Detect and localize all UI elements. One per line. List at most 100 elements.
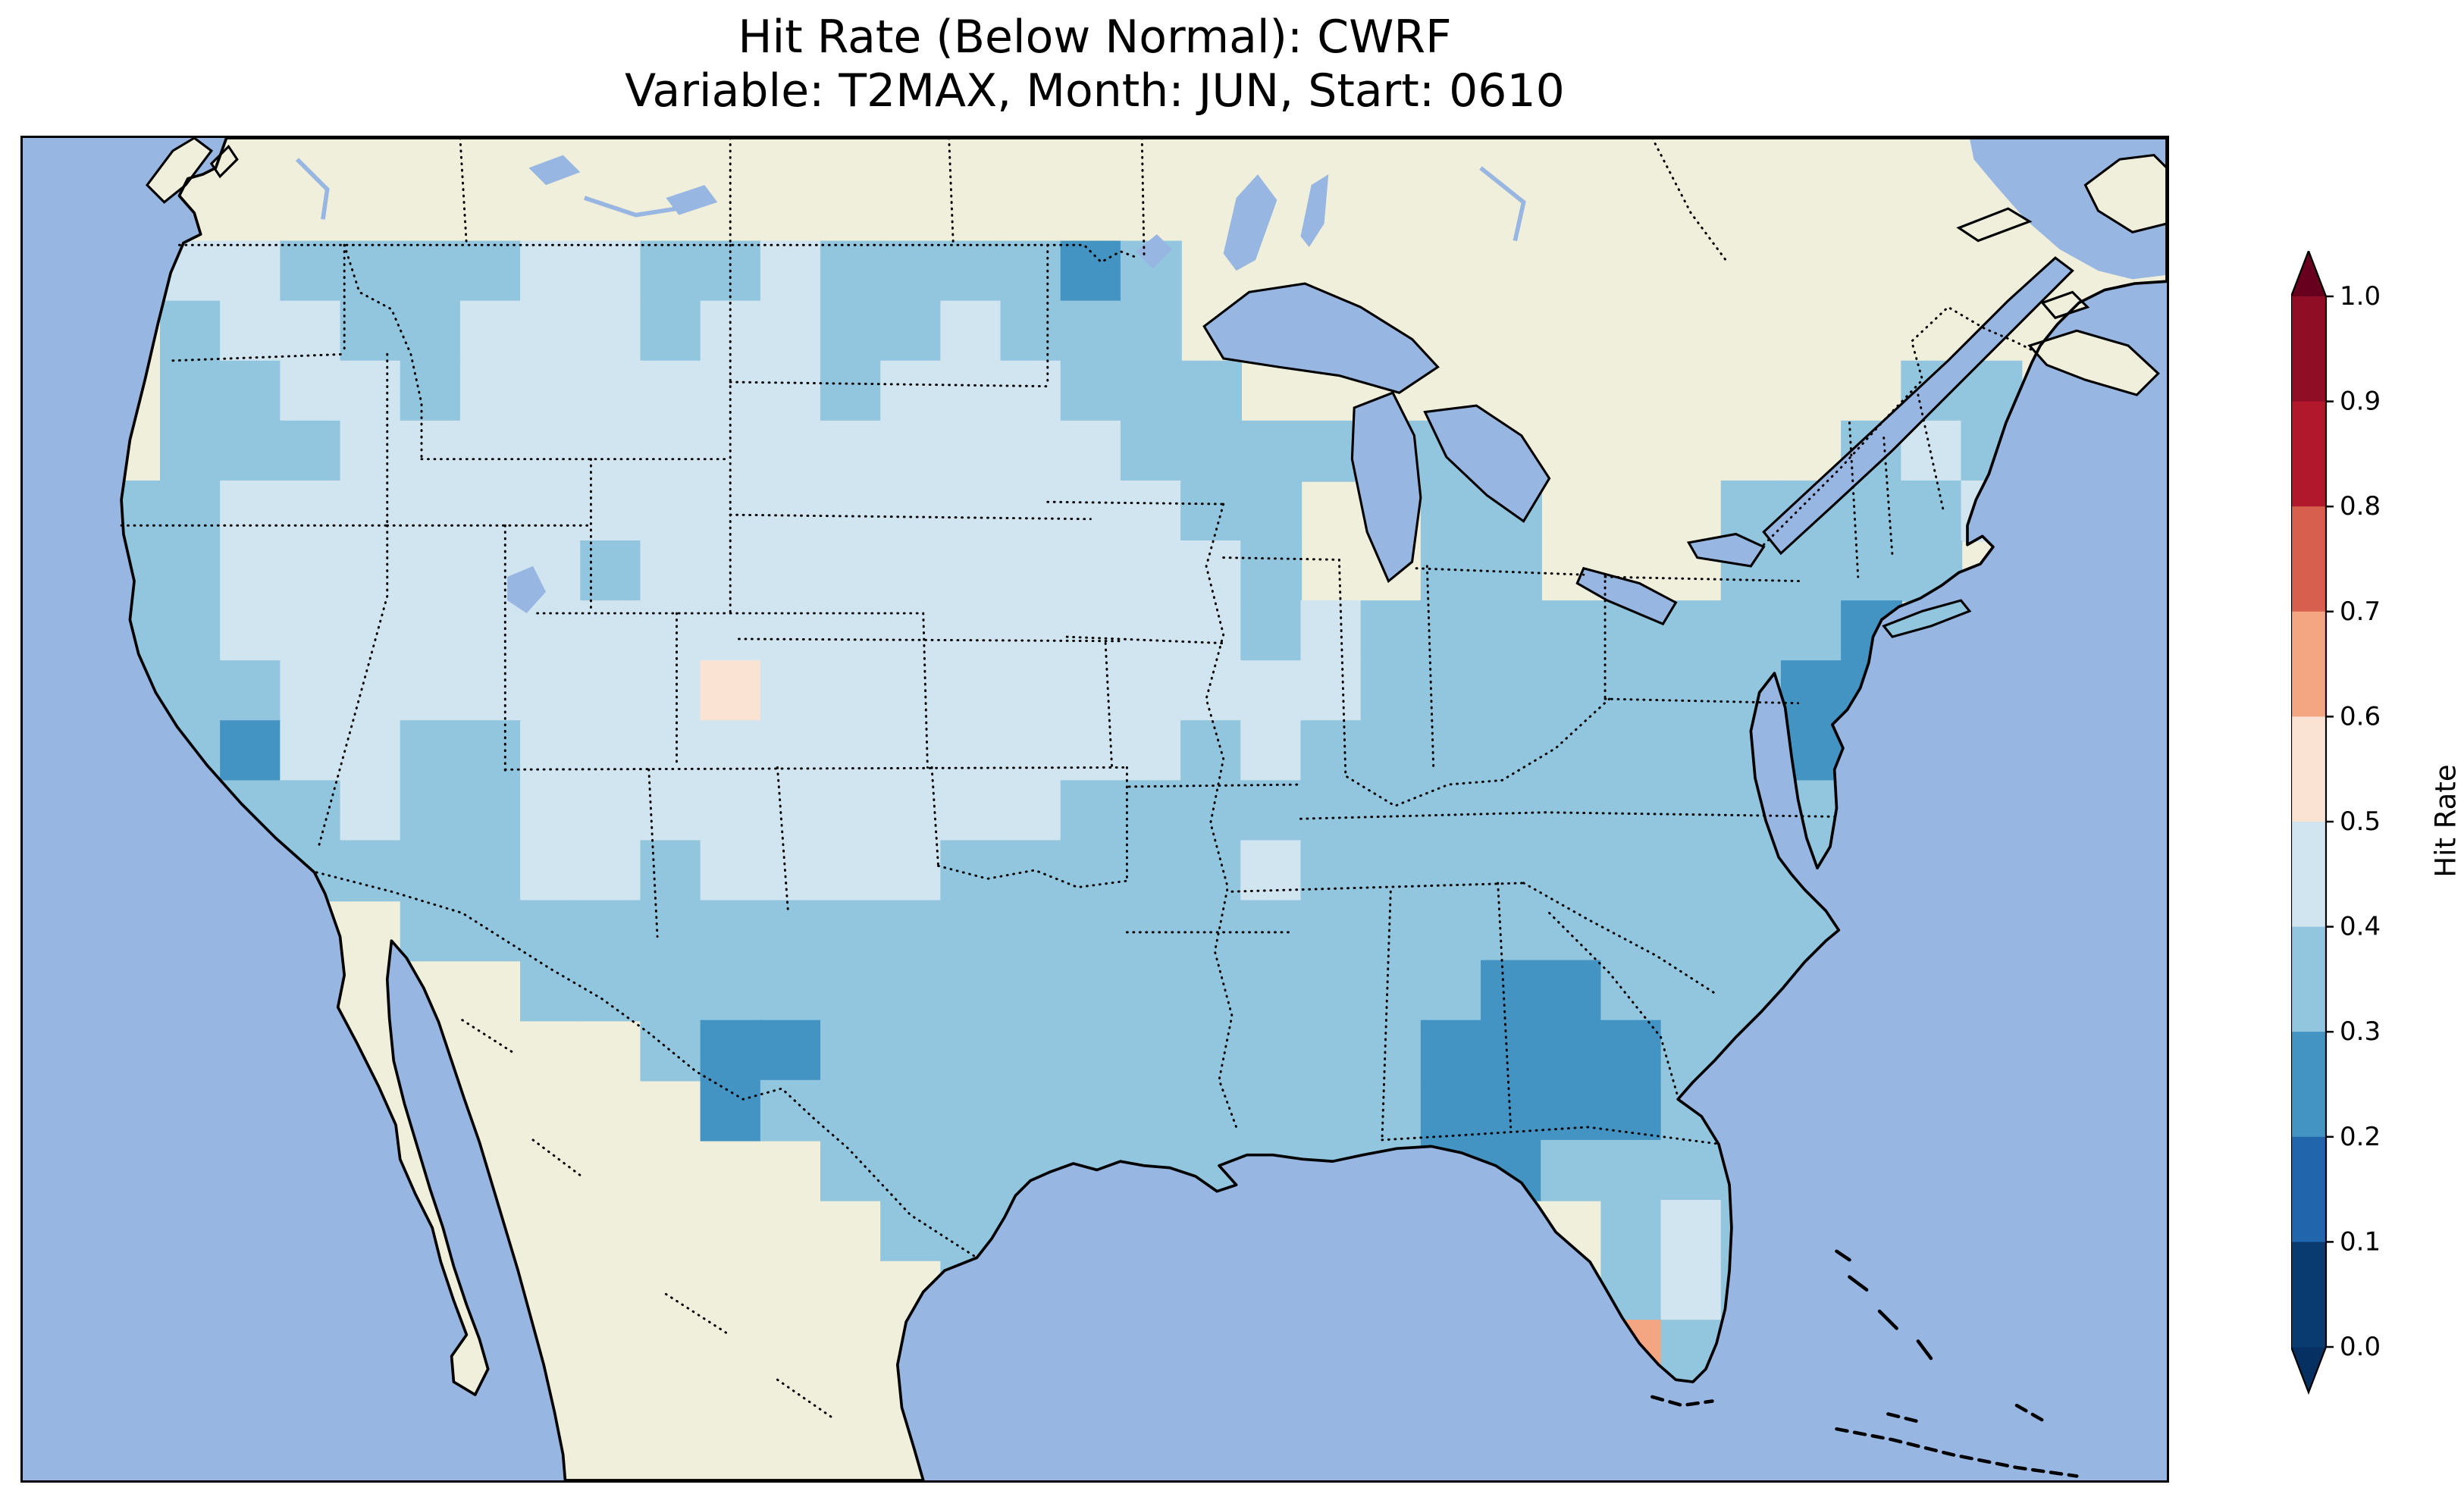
grid-cell (1841, 540, 1902, 602)
grid-cell (460, 301, 522, 362)
grid-cell (1541, 900, 1602, 962)
grid-cell (400, 600, 462, 662)
grid-cell (1061, 780, 1122, 841)
grid-cell (1001, 720, 1062, 781)
grid-cell (1121, 1080, 1182, 1142)
grid-cell (1721, 600, 1782, 662)
grid-cell (1061, 421, 1122, 482)
grid-cell (1481, 900, 1542, 962)
grid-cell (1781, 600, 1842, 662)
grid-cell (760, 600, 822, 662)
grid-cell (280, 540, 341, 602)
grid-cell (160, 540, 221, 602)
grid-cell (940, 421, 1002, 482)
grid-cell (640, 361, 701, 422)
grid-cell (1240, 660, 1302, 722)
grid-cell (1541, 1080, 1602, 1142)
grid-cell (760, 960, 822, 1022)
grid-cell (1240, 600, 1302, 662)
grid-cell (580, 840, 641, 901)
grid-cell (400, 301, 462, 362)
grid-cell (160, 301, 221, 362)
grid-cell (1180, 361, 1242, 422)
grid-cell (1061, 481, 1122, 542)
grid-cell (1721, 900, 1782, 962)
grid-cell (640, 600, 701, 662)
grid-cell (1180, 1080, 1242, 1142)
grid-cell (1661, 1140, 1723, 1201)
grid-cell (1661, 1260, 1723, 1321)
grid-cell (340, 241, 402, 302)
grid-cell (1600, 1200, 1662, 1261)
grid-cell (640, 301, 701, 362)
grid-cell (940, 481, 1002, 542)
grid-cell (1061, 1020, 1122, 1082)
grid-cell (220, 481, 281, 542)
grid-cell (580, 900, 641, 962)
grid-cell (701, 900, 762, 962)
grid-cell (280, 361, 341, 422)
grid-cell (1300, 960, 1362, 1022)
grid-cell (1661, 960, 1723, 1022)
grid-cell (1180, 720, 1242, 781)
grid-cell (1300, 660, 1362, 722)
grid-cell (400, 840, 462, 901)
grid-cell (520, 361, 582, 422)
grid-cell (880, 720, 942, 781)
grid-cell (460, 900, 522, 962)
grid-cell (1600, 900, 1662, 962)
grid-cell (820, 960, 882, 1022)
grid-cell (880, 241, 942, 302)
grid-cell (1061, 301, 1122, 362)
colorbar-tick-label: 0.9 (2340, 387, 2381, 417)
grid-cell (220, 660, 281, 722)
grid-cell (1661, 660, 1723, 722)
grid-cell (880, 421, 942, 482)
grid-cell (280, 780, 341, 841)
grid-cell (701, 840, 762, 901)
grid-cell (400, 421, 462, 482)
grid-cell (1600, 960, 1662, 1022)
grid-cell (220, 241, 281, 302)
grid-cell (1001, 301, 1062, 362)
grid-cell (1240, 840, 1302, 901)
grid-cell (220, 421, 281, 482)
grid-cell (1361, 660, 1422, 722)
grid-cell (940, 1020, 1002, 1082)
grid-cell (1180, 900, 1242, 962)
grid-cell (940, 1080, 1002, 1142)
grid-cell (940, 600, 1002, 662)
colorbar-bin (2291, 927, 2326, 1032)
grid-cell (820, 660, 882, 722)
grid-cell (220, 600, 281, 662)
grid-cell (1481, 600, 1542, 662)
grid-cell (1061, 960, 1122, 1022)
grid-cell (340, 421, 402, 482)
chart-title: Hit Rate (Below Normal): CWRF (20, 11, 2169, 64)
grid-cell (1300, 780, 1362, 841)
grid-cell (1481, 960, 1542, 1022)
grid-cell (1061, 720, 1122, 781)
grid-cell (340, 481, 402, 542)
grid-cell (520, 900, 582, 962)
grid-cell (1421, 780, 1482, 841)
grid-cell (1121, 540, 1182, 602)
grid-cell (1001, 540, 1062, 602)
grid-cell (580, 301, 641, 362)
grid-cell (1421, 481, 1482, 542)
colorbar-tick-label: 0.2 (2340, 1122, 2381, 1152)
grid-cell (1001, 840, 1062, 901)
grid-cell (280, 301, 341, 362)
grid-cell (820, 1080, 882, 1142)
grid-cell (760, 1080, 822, 1142)
grid-cell (1061, 241, 1122, 302)
grid-cell (760, 241, 822, 302)
grid-cell (1121, 361, 1182, 422)
grid-cell (1300, 600, 1362, 662)
grid-cell (640, 660, 701, 722)
grid-cell (701, 720, 762, 781)
grid-cell (1361, 600, 1422, 662)
grid-cell (1541, 720, 1602, 781)
grid-cell (1061, 1080, 1122, 1142)
colorbar-bin (2291, 822, 2326, 927)
